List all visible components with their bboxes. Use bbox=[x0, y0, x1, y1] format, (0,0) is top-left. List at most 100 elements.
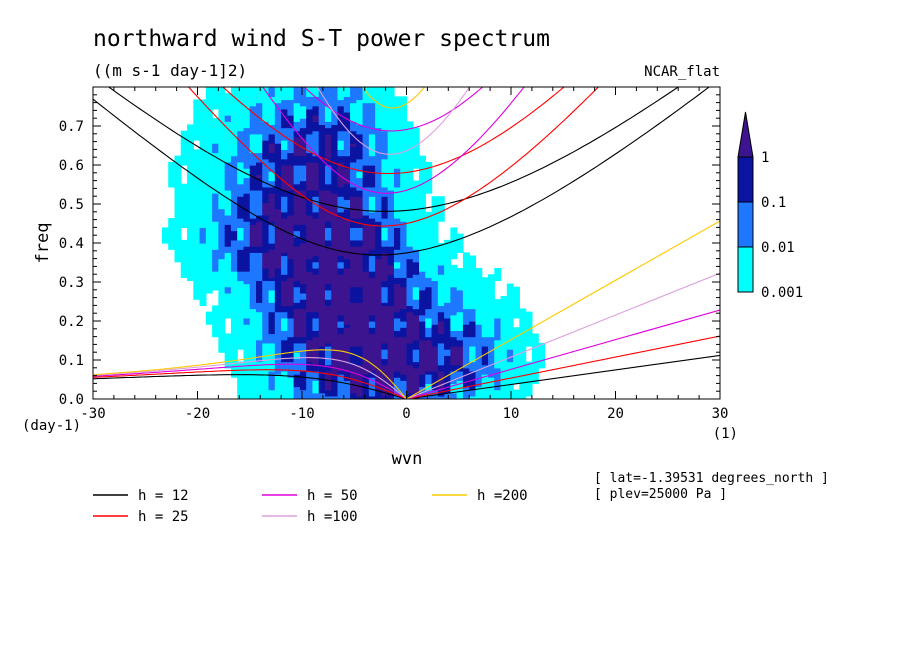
heatmap-cell bbox=[444, 271, 451, 275]
heatmap-cell bbox=[174, 239, 182, 244]
heatmap-cell bbox=[281, 233, 288, 238]
heatmap-cell bbox=[281, 271, 288, 275]
heatmap-cell bbox=[343, 208, 351, 213]
heatmap-cell bbox=[318, 264, 326, 269]
heatmap-cell bbox=[293, 93, 301, 97]
heatmap-cell bbox=[306, 180, 314, 185]
heatmap-cell bbox=[494, 395, 502, 399]
heatmap-cell bbox=[450, 370, 458, 375]
heatmap-cell bbox=[274, 155, 282, 160]
heatmap-cell bbox=[375, 324, 383, 328]
heatmap-cell bbox=[331, 146, 339, 150]
heatmap-cell bbox=[381, 327, 389, 331]
heatmap-cell bbox=[400, 143, 408, 147]
heatmap-cell bbox=[256, 180, 263, 185]
heatmap-cell bbox=[193, 211, 201, 216]
heatmap-cell bbox=[268, 296, 276, 300]
heatmap-cell bbox=[362, 389, 370, 394]
heatmap-cell bbox=[199, 115, 207, 119]
heatmap-cell bbox=[362, 392, 370, 397]
heatmap-cell bbox=[362, 224, 370, 228]
heatmap-cell bbox=[281, 208, 288, 213]
heatmap-cell bbox=[299, 140, 307, 144]
heatmap-cell bbox=[324, 377, 332, 381]
heatmap-cell bbox=[299, 202, 307, 207]
heatmap-cell bbox=[400, 146, 408, 150]
heatmap-cell bbox=[475, 330, 483, 335]
heatmap-cell bbox=[324, 146, 332, 150]
heatmap-cell bbox=[381, 102, 389, 107]
heatmap-cell bbox=[243, 308, 251, 313]
heatmap-cell bbox=[212, 258, 219, 263]
heatmap-cell bbox=[212, 283, 219, 288]
heatmap-cell bbox=[193, 283, 201, 288]
heatmap-cell bbox=[268, 105, 276, 110]
heatmap-cell bbox=[393, 299, 401, 303]
heatmap-cell bbox=[400, 214, 408, 219]
heatmap-cell bbox=[481, 314, 489, 319]
heatmap-cell bbox=[375, 305, 383, 310]
heatmap-cell bbox=[375, 386, 383, 391]
heatmap-cell bbox=[412, 218, 420, 222]
heatmap-cell bbox=[494, 358, 502, 363]
rossby-wave-curve bbox=[93, 369, 407, 399]
heatmap-cell bbox=[475, 314, 483, 319]
heatmap-cell bbox=[400, 311, 408, 316]
heatmap-cell bbox=[412, 158, 420, 163]
heatmap-cell bbox=[331, 264, 339, 269]
heatmap-cell bbox=[375, 133, 383, 138]
heatmap-cell bbox=[212, 171, 219, 175]
heatmap-cell bbox=[431, 380, 439, 384]
heatmap-cell bbox=[412, 236, 420, 241]
heatmap-cell bbox=[299, 136, 307, 141]
heatmap-cell bbox=[331, 374, 339, 378]
heatmap-cell bbox=[337, 370, 345, 375]
heatmap-cell bbox=[256, 155, 263, 160]
heatmap-cell bbox=[199, 189, 207, 194]
heatmap-cell bbox=[425, 311, 433, 316]
heatmap-cell bbox=[362, 280, 370, 285]
heatmap-cell bbox=[400, 386, 408, 391]
heatmap-cell bbox=[312, 211, 320, 216]
heatmap-cell bbox=[350, 305, 357, 310]
heatmap-cell bbox=[243, 186, 251, 191]
heatmap-cell bbox=[444, 296, 451, 300]
heatmap-cell bbox=[431, 264, 439, 269]
heatmap-cell bbox=[343, 267, 351, 272]
heatmap-cell bbox=[224, 258, 232, 263]
heatmap-cell bbox=[256, 258, 263, 263]
heatmap-cell bbox=[306, 93, 314, 97]
heatmap-cell bbox=[393, 214, 401, 219]
heatmap-cell bbox=[393, 380, 401, 384]
heatmap-cell bbox=[205, 314, 213, 319]
heatmap-cell bbox=[462, 324, 470, 328]
heatmap-cell bbox=[274, 286, 282, 291]
heatmap-cell bbox=[513, 392, 520, 397]
heatmap-cell bbox=[318, 349, 326, 353]
heatmap-cell bbox=[368, 161, 376, 166]
heatmap-cell bbox=[381, 205, 389, 210]
heatmap-cell bbox=[318, 277, 326, 282]
heatmap-cell bbox=[387, 358, 395, 363]
heatmap-cell bbox=[287, 345, 295, 350]
heatmap-cell bbox=[274, 236, 282, 241]
heatmap-cell bbox=[299, 155, 307, 160]
heatmap-cell bbox=[243, 174, 251, 179]
heatmap-cell bbox=[425, 165, 433, 169]
heatmap-cell bbox=[350, 314, 357, 319]
heatmap-cell bbox=[368, 292, 376, 297]
heatmap-cell bbox=[324, 193, 332, 197]
heatmap-cell bbox=[431, 289, 439, 294]
heatmap-cell bbox=[249, 377, 257, 381]
heatmap-cell bbox=[381, 296, 389, 300]
heatmap-cell bbox=[174, 218, 182, 222]
heatmap-cell bbox=[368, 286, 376, 291]
heatmap-cell bbox=[406, 218, 414, 222]
heatmap-cell bbox=[425, 355, 433, 360]
heatmap-cell bbox=[331, 317, 339, 322]
heatmap-cell bbox=[237, 130, 245, 135]
heatmap-cell bbox=[331, 249, 339, 253]
heatmap-cell bbox=[450, 252, 458, 257]
heatmap-cell bbox=[199, 199, 207, 204]
heatmap-cell bbox=[312, 214, 320, 219]
